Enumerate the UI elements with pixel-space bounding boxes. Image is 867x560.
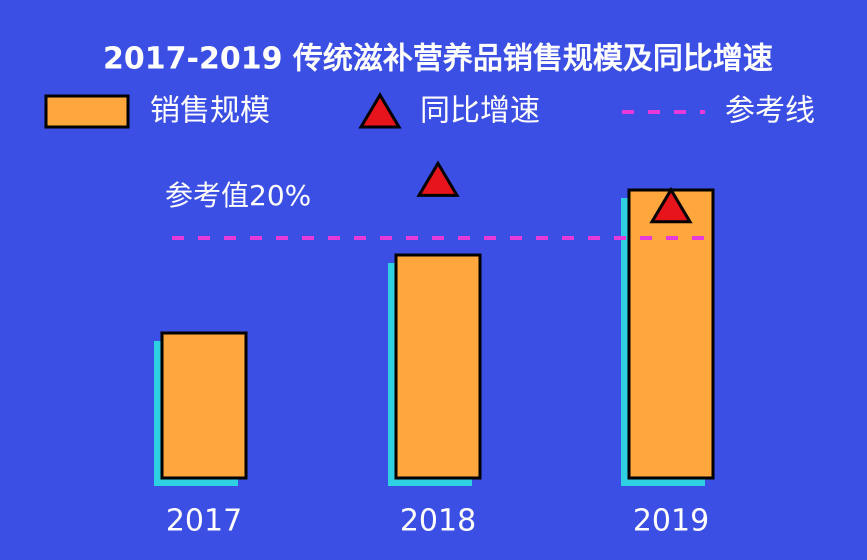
legend-swatch <box>358 92 402 129</box>
chart-title: 2017-2019 传统滋补营养品销售规模及同比增速 <box>103 42 773 77</box>
bar <box>394 253 482 480</box>
x-tick-label: 2018 <box>400 504 476 539</box>
x-tick-label: 2019 <box>633 504 709 539</box>
growth-marker <box>416 160 460 197</box>
x-tick-label: 2017 <box>166 504 242 539</box>
legend-label: 同比增速 <box>420 94 540 129</box>
legend-label: 销售规模 <box>150 94 270 129</box>
growth-marker <box>649 186 693 224</box>
legend-swatch <box>44 94 130 129</box>
bar <box>160 331 248 480</box>
legend-label: 参考线 <box>725 94 815 129</box>
annotation: 参考值20% <box>165 179 311 212</box>
bar <box>627 188 715 480</box>
